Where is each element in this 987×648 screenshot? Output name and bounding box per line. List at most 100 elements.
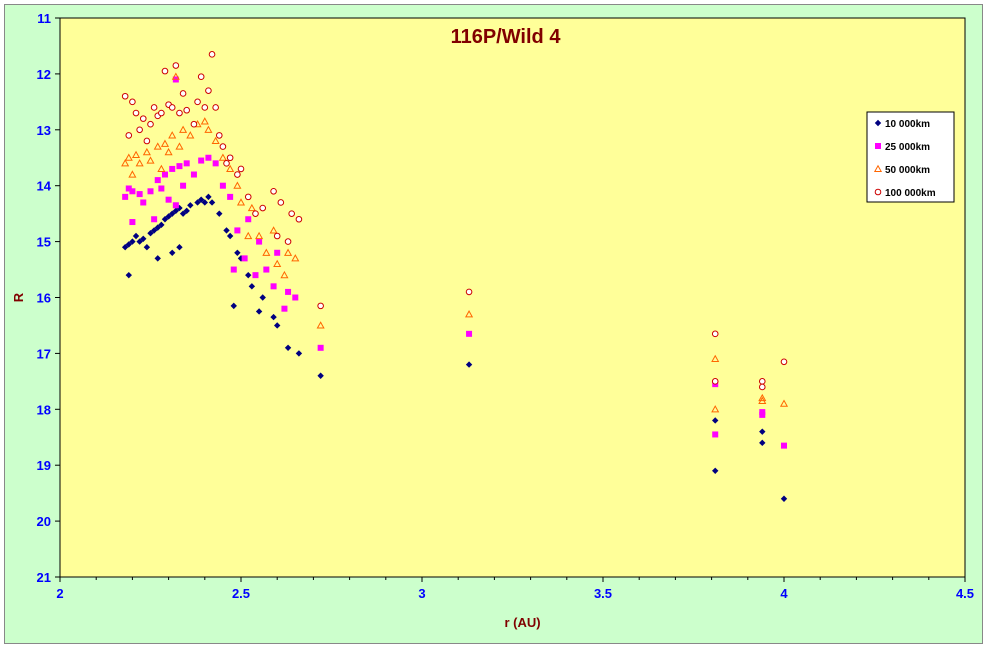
data-point	[758, 396, 767, 404]
data-point	[161, 67, 169, 75]
data-point	[466, 330, 473, 337]
data-point	[190, 120, 198, 128]
data-point	[176, 109, 183, 117]
data-point	[128, 170, 137, 178]
data-point	[125, 185, 132, 192]
data-point	[291, 254, 300, 262]
series-10-000km	[121, 193, 788, 502]
legend-marker	[874, 188, 882, 196]
data-point	[295, 350, 303, 357]
data-point	[132, 109, 140, 117]
data-point	[269, 226, 278, 234]
data-point	[150, 104, 158, 111]
data-point	[165, 213, 172, 220]
data-point	[154, 255, 161, 262]
y-tick-label: 17	[37, 346, 51, 361]
data-point	[711, 405, 720, 413]
data-point	[233, 181, 242, 189]
data-point	[262, 248, 271, 256]
data-point	[132, 232, 140, 240]
data-point	[147, 188, 154, 195]
data-point	[255, 231, 264, 240]
data-point	[288, 210, 295, 217]
data-point	[274, 249, 281, 256]
data-point	[180, 182, 187, 189]
data-point	[273, 259, 282, 268]
data-point	[190, 171, 197, 178]
data-point	[284, 344, 292, 352]
data-point	[273, 232, 281, 240]
data-point	[223, 160, 230, 167]
data-point	[226, 164, 235, 172]
data-point	[140, 199, 147, 206]
data-point	[186, 131, 195, 139]
data-point	[205, 193, 212, 201]
data-point	[205, 154, 212, 161]
data-point	[125, 132, 133, 139]
data-point	[197, 196, 205, 203]
legend-label: 25 000km	[885, 142, 930, 153]
data-point	[139, 115, 147, 122]
series-50-000km	[121, 72, 789, 413]
data-point	[241, 255, 248, 262]
data-point	[259, 294, 266, 301]
data-point	[142, 147, 151, 156]
x-tick-label: 3	[418, 586, 425, 601]
legend-marker	[874, 119, 882, 127]
y-tick-label: 12	[37, 67, 51, 82]
y-tick-label: 21	[37, 570, 51, 585]
data-point	[230, 266, 237, 273]
data-point	[244, 193, 252, 201]
data-point	[176, 163, 183, 170]
data-point	[711, 354, 720, 363]
data-point	[712, 467, 719, 474]
data-point	[316, 321, 325, 329]
data-point	[270, 187, 277, 195]
data-point	[197, 73, 205, 80]
data-point	[465, 310, 474, 318]
legend: 10 000km 25 000km 50 000km 100 000km	[866, 111, 955, 203]
data-point	[758, 383, 766, 391]
data-point	[248, 283, 256, 290]
data-point	[160, 139, 170, 147]
data-point	[169, 165, 176, 172]
data-point	[158, 109, 165, 117]
data-point	[226, 154, 234, 162]
x-tick-label: 4	[780, 586, 788, 601]
data-point	[129, 219, 136, 226]
data-point	[292, 294, 299, 301]
data-point	[129, 98, 136, 106]
data-point	[274, 322, 281, 329]
data-point	[172, 62, 180, 69]
data-point	[759, 439, 766, 447]
data-point	[219, 182, 226, 189]
axis-ticks: 2 2.5 3 3.5 4 4.5 11 12 13 14 15 16 17 18 19 20 21	[37, 11, 975, 601]
data-point	[154, 224, 161, 231]
data-point	[465, 361, 473, 368]
data-point	[147, 120, 154, 128]
data-point	[205, 87, 212, 94]
data-point	[758, 378, 766, 385]
data-point	[161, 171, 168, 178]
data-point	[780, 358, 788, 366]
y-tick-label: 16	[37, 291, 51, 306]
data-point	[215, 132, 223, 139]
data-point	[179, 210, 187, 217]
data-point	[285, 288, 292, 295]
data-point	[168, 131, 177, 139]
data-point	[161, 216, 169, 223]
data-point	[270, 283, 277, 290]
x-tick-label: 2	[56, 586, 63, 601]
data-point	[129, 238, 136, 245]
data-point	[125, 271, 132, 279]
data-point	[227, 193, 234, 200]
plot-area	[59, 17, 966, 578]
data-point	[201, 199, 208, 206]
data-point	[317, 344, 324, 351]
data-point	[317, 302, 324, 310]
y-tick-label: 13	[37, 123, 51, 138]
data-points	[121, 51, 789, 502]
y-tick-label: 14	[37, 179, 52, 194]
data-point	[712, 431, 719, 438]
